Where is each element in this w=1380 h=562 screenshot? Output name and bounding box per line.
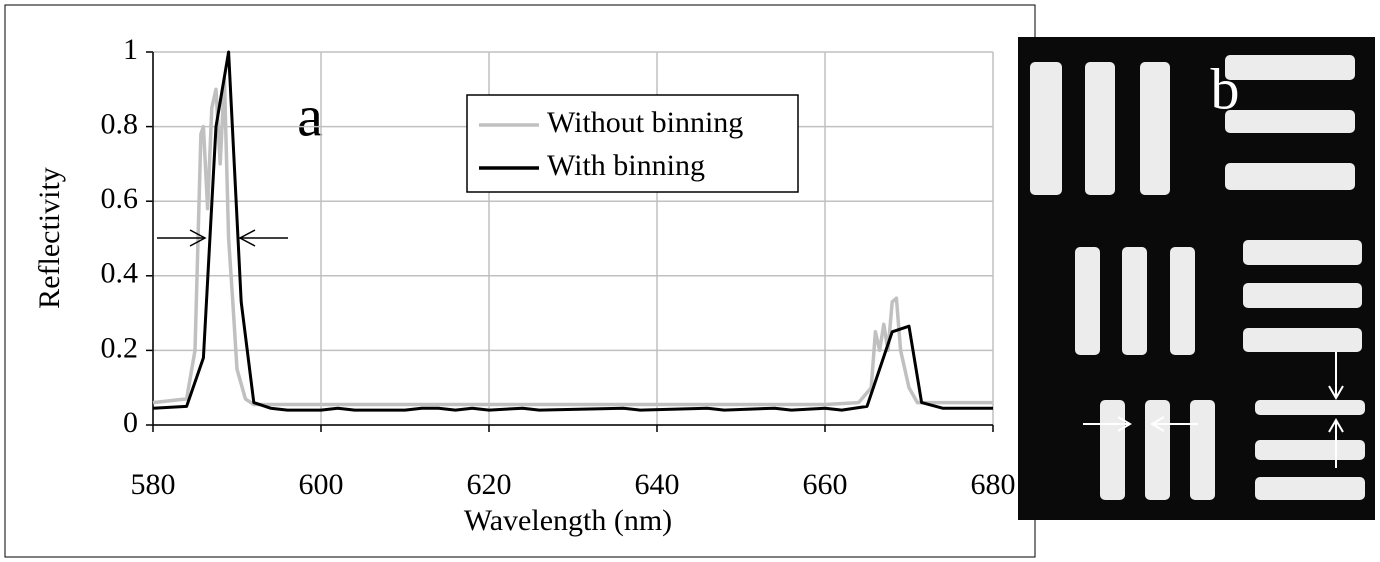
y-axis-label: Reflectivity [33,167,66,309]
legend-box [466,94,799,193]
chart: a Wavelength (nm) Reflectivity 0 0.2 0.4 0.… [33,33,1016,537]
panel-image: b [1018,37,1375,520]
y-tick-label: 1 [123,33,138,66]
x-tick-label: 620 [467,468,512,501]
series-line [152,50,993,412]
x-tick-label: 640 [635,468,680,501]
panel-label: b [1211,56,1240,121]
y-tick-label: 0.4 [101,257,139,290]
x-tick-label: 660 [803,468,848,501]
y-tick-label: 0.8 [101,107,139,140]
y-tick-label: 0.2 [101,331,139,364]
x-tick-label: 600 [299,468,344,501]
series-line [152,76,993,407]
y-tick-label: 0.6 [101,182,139,215]
legend-label: With binning [547,149,705,182]
x-axis-label: Wavelength (nm) [464,504,672,537]
fwhm-arrows [157,229,288,247]
x-tick-label: 580 [131,468,176,501]
panel-label: a [297,83,323,148]
legend-label: Without binning [547,106,743,139]
y-tick-label: 0 [123,406,138,439]
x-tick-label: 680 [971,468,1016,501]
